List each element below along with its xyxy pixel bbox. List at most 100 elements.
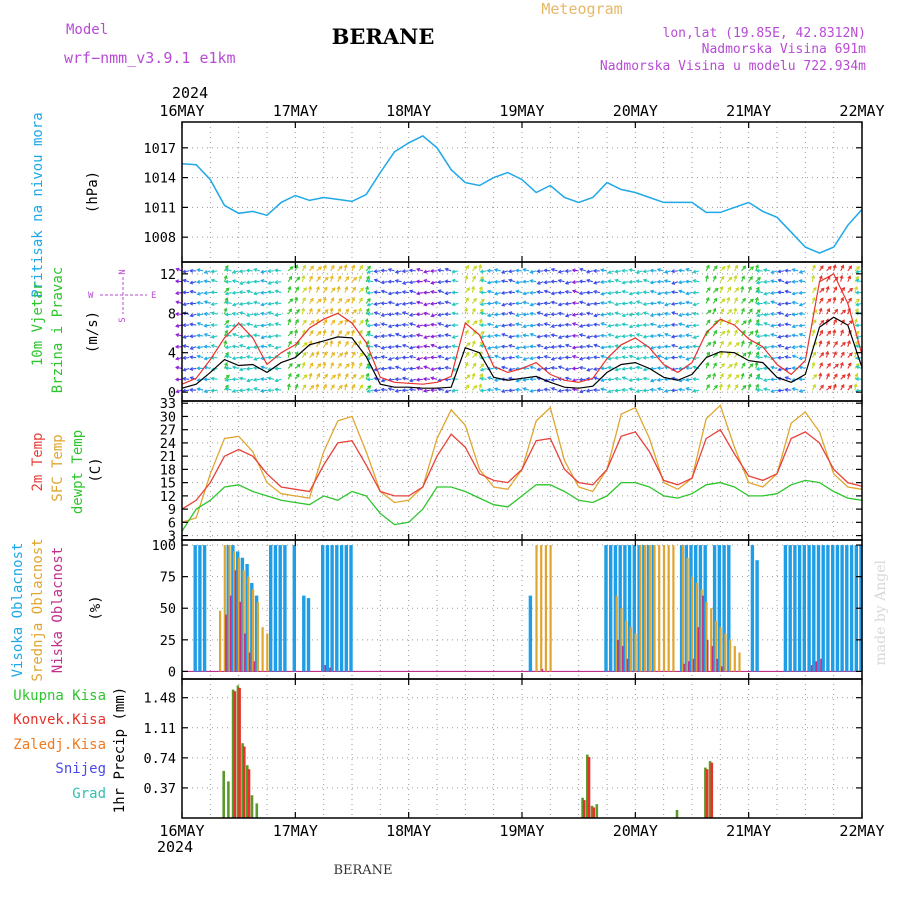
- pressure-tick-labels: 1008 1011 1014 1017: [143, 141, 176, 246]
- precip-bar: [675, 809, 679, 818]
- bottom-date-label: 18MAY: [386, 822, 431, 840]
- cloud-bar: [613, 545, 618, 672]
- cloud-bar: [639, 545, 642, 672]
- cloud-bar: [710, 608, 713, 672]
- cloud-bar: [807, 545, 811, 672]
- cloud-bar: [717, 545, 721, 672]
- cloud-bar: [240, 557, 245, 672]
- cloud-bar: [339, 545, 344, 672]
- cloud-bar: [849, 545, 854, 672]
- top-date-label: 20MAY: [613, 102, 658, 120]
- bottom-date-label: 19MAY: [499, 822, 544, 840]
- y-tick-label: 75: [160, 570, 176, 586]
- bottom-date-label: 16MAY: [159, 822, 204, 840]
- cloud-bar: [344, 545, 348, 672]
- cloud-bar: [722, 545, 726, 672]
- cloud-bar: [783, 545, 788, 672]
- cloud-bar: [236, 551, 240, 672]
- temp2m-ylabel: 2m Temp: [30, 432, 46, 491]
- cloud-bar: [544, 545, 547, 672]
- cloud-bar: [692, 658, 695, 672]
- cloud-bar: [623, 545, 627, 672]
- y-tick-label: 21: [160, 449, 176, 465]
- precip-bar: [705, 769, 709, 818]
- cloud-bar: [821, 545, 825, 672]
- y-tick-label: 1.11: [143, 721, 176, 737]
- cloud-bar: [250, 583, 254, 672]
- top-date-label: 21MAY: [726, 102, 771, 120]
- gust-line: [181, 272, 863, 385]
- cloud-bar: [248, 652, 251, 672]
- cloud-bar: [698, 545, 703, 672]
- y-tick-label: 30: [160, 409, 176, 425]
- cloud-bar: [535, 545, 538, 672]
- cloud-bar: [716, 658, 718, 672]
- cloud-bar: [335, 545, 339, 672]
- cloud-bar: [653, 545, 656, 672]
- cloud-bar: [324, 665, 326, 672]
- y-tick-label: 18: [160, 462, 176, 478]
- cloud-bar: [658, 545, 661, 672]
- y-tick-label: 25: [160, 633, 176, 649]
- bottom-date-label: 17MAY: [273, 822, 318, 840]
- cloud-bar: [626, 658, 629, 672]
- precip-legend-total: Ukupna Kisa: [13, 688, 106, 704]
- cloud-bar: [226, 545, 230, 672]
- wind-unit: (m/s): [85, 311, 101, 353]
- pressure-line: [181, 135, 863, 254]
- cloud-bar: [691, 576, 694, 672]
- precip-legend-conv: Konvek.Kisa: [13, 712, 106, 728]
- cloud-bar: [733, 646, 736, 672]
- precip-bar: [590, 805, 594, 818]
- y-tick-label: 1011: [143, 200, 176, 216]
- y-tick-label: 0: [168, 385, 176, 401]
- cloud-bar: [729, 639, 732, 672]
- cloud-bars: [182, 545, 863, 673]
- bottom-date-label: 21MAY: [726, 822, 771, 840]
- cloud-bar: [306, 598, 311, 672]
- cloud-bar: [705, 601, 708, 672]
- cloud-bar: [627, 545, 632, 672]
- cloud-bar: [686, 557, 689, 672]
- y-tick-label: 4: [168, 346, 176, 362]
- wind-arrows: [174, 263, 863, 394]
- precip-bar: [246, 765, 249, 818]
- precip-unit: 1hr Precip (mm): [112, 687, 128, 813]
- cloud-bar: [620, 608, 623, 672]
- cloud-bar: [254, 595, 259, 672]
- precip-legend-ice: Zaledj.Kisa: [13, 737, 106, 753]
- precip-tick-labels: 0.37 0.74 1.11 1.48: [143, 691, 176, 797]
- cloud-panel: 0 25 50 75 100: [152, 538, 863, 680]
- year-top: 2024: [172, 84, 208, 102]
- cloud-bar: [321, 545, 325, 672]
- cloud-bar: [840, 545, 844, 672]
- y-tick-label: 27: [160, 423, 176, 439]
- cloud-bar: [253, 661, 256, 672]
- pressure-unit: (hPa): [85, 171, 101, 213]
- top-date-label: 19MAY: [499, 102, 544, 120]
- cloud-bar: [706, 639, 709, 672]
- cloud-bar: [694, 545, 698, 672]
- cloud-bar: [202, 545, 207, 672]
- year-bottom: 2024: [157, 838, 193, 856]
- y-tick-label: 6: [168, 515, 176, 531]
- cloud-bar: [703, 545, 707, 672]
- cloud-bar: [193, 545, 197, 672]
- y-tick-label: 1014: [143, 171, 176, 187]
- cloud-bar: [618, 545, 622, 672]
- cloud-bar: [229, 595, 232, 672]
- y-tick-label: 0.74: [143, 751, 176, 767]
- temp2m-line: [181, 428, 863, 510]
- cloud-bar: [721, 666, 723, 672]
- cloud-bar: [702, 595, 704, 672]
- cloud-bar: [325, 545, 330, 672]
- y-tick-label: 3: [168, 529, 176, 545]
- precip-bar: [710, 762, 714, 818]
- y-tick-label: 15: [160, 476, 176, 492]
- cloud-bar: [292, 545, 296, 672]
- cloud-bar: [198, 545, 202, 672]
- y-tick-label: 0: [168, 664, 176, 680]
- cloud-bar: [697, 627, 699, 672]
- cloud-unit: (%): [88, 595, 104, 620]
